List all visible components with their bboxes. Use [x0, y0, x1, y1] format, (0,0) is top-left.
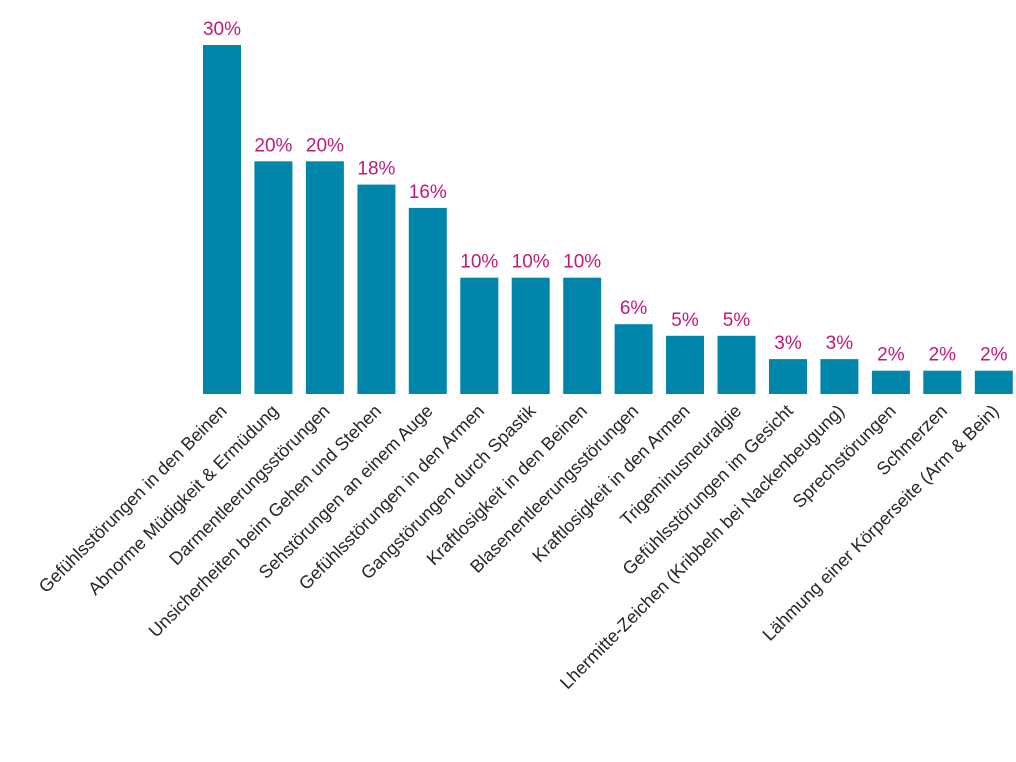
bar-6	[460, 277, 499, 394]
bar-4	[357, 184, 396, 394]
bar-7	[511, 277, 550, 394]
bar-8	[563, 277, 602, 394]
value-label-16: 2%	[980, 345, 1008, 366]
value-label-15: 2%	[929, 345, 957, 366]
category-label-1: Gefühlsstörungen in den Beinen	[35, 401, 231, 597]
value-label-1: 30%	[203, 19, 241, 40]
category-label-16: Lähmung einer Körperseite (Arm & Bein)	[759, 401, 1003, 645]
bar-1	[203, 45, 241, 394]
bar-12	[769, 359, 807, 394]
bar-16	[974, 370, 1013, 394]
value-label-10: 5%	[671, 310, 699, 331]
bar-3	[305, 161, 344, 394]
bar-15	[923, 370, 962, 394]
value-label-7: 10%	[512, 252, 550, 273]
value-label-12: 3%	[774, 333, 802, 354]
value-labels-group: 30% 20% 20% 18% 16% 10% 10% 10% 6% 5% 5% 3% 3% 2% 2% 2%	[203, 19, 1008, 366]
bar-9	[614, 324, 653, 394]
value-label-3: 20%	[306, 135, 344, 156]
value-label-8: 10%	[563, 252, 601, 273]
value-label-2: 20%	[254, 135, 292, 156]
value-label-13: 3%	[826, 333, 854, 354]
value-label-5: 16%	[409, 182, 447, 203]
bars-group	[203, 45, 1013, 394]
bar-11	[717, 335, 756, 394]
value-label-9: 6%	[620, 298, 648, 319]
bar-10	[666, 335, 704, 394]
value-label-11: 5%	[723, 310, 751, 331]
value-label-6: 10%	[460, 252, 498, 273]
bar-13	[820, 359, 859, 394]
value-label-4: 18%	[357, 159, 395, 180]
category-label-6: Gefühlsstörungen in den Armen	[295, 401, 488, 594]
bar-14	[871, 370, 910, 394]
value-label-14: 2%	[877, 345, 905, 366]
bar-5	[408, 207, 447, 394]
category-label-2: Abnorme Müdigkeit & Ermüdung	[84, 401, 282, 599]
bar-2	[254, 161, 293, 394]
